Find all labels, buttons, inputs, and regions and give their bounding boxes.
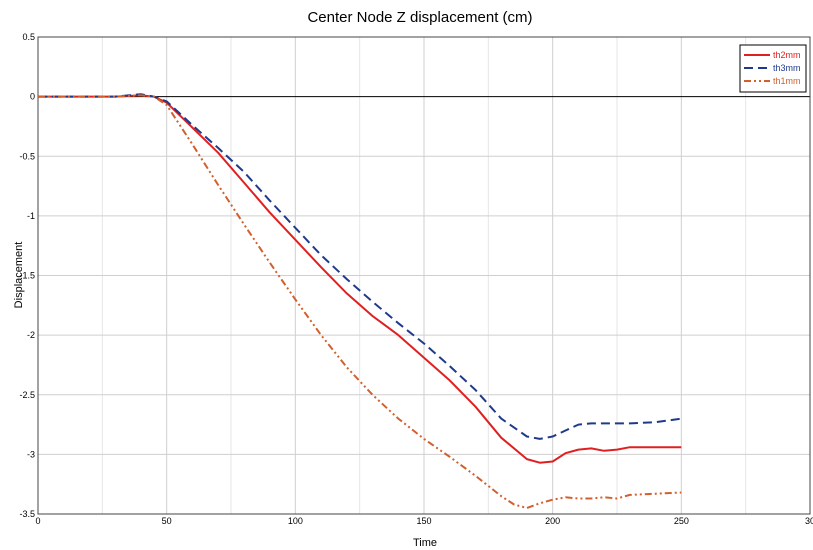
y-tick-label: 0.5 [22, 32, 35, 42]
y-tick-label: -3.5 [19, 509, 35, 519]
tick-labels: 0 50 100 150 200 250 30 0.5 0 -0.5 -1 -1.5 -2 -2.5 -3 -… [19, 32, 813, 526]
chart-title: Center Node Z displacement (cm) [307, 9, 532, 26]
x-axis-label: Time [413, 537, 437, 549]
x-tick-label: 30 [805, 516, 813, 526]
y-tick-label: -2.5 [19, 390, 35, 400]
legend-label-th2mm: th2mm [773, 50, 801, 60]
y-tick-label: -3 [27, 449, 35, 459]
x-tick-label: 0 [35, 516, 40, 526]
y-tick-label: -2 [27, 330, 35, 340]
legend-label-th3mm: th3mm [773, 63, 801, 73]
plot-frame [37, 36, 811, 515]
y-axis-label: Displacement [13, 242, 25, 309]
series-line-th1mm [38, 94, 682, 509]
x-tick-label: 200 [545, 516, 560, 526]
y-tick-label: 0 [30, 92, 35, 102]
x-tick-label: 100 [288, 516, 303, 526]
series-line-th3mm [38, 93, 682, 440]
grid [37, 36, 811, 515]
x-tick-label: 250 [674, 516, 689, 526]
x-tick-label: 50 [162, 516, 172, 526]
legend: th2mm th3mm th1mm [739, 44, 807, 93]
y-tick-label: -0.5 [19, 151, 35, 161]
x-tick-label: 150 [416, 516, 431, 526]
y-tick-label: -1.5 [19, 271, 35, 281]
series-layer [38, 93, 682, 509]
y-tick-label: -1 [27, 211, 35, 221]
legend-label-th1mm: th1mm [773, 76, 801, 86]
